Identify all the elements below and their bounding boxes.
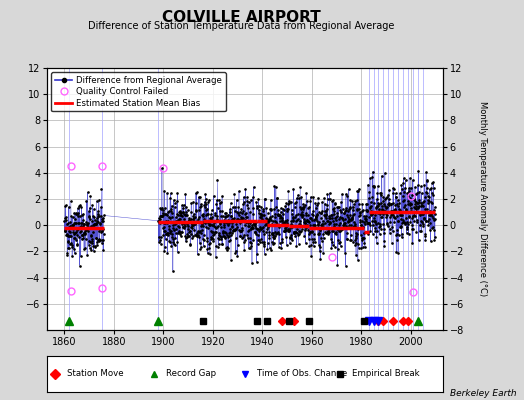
Text: Difference of Station Temperature Data from Regional Average: Difference of Station Temperature Data f… <box>88 21 394 31</box>
Text: Empirical Break: Empirical Break <box>352 370 419 378</box>
Text: COLVILLE AIRPORT: COLVILLE AIRPORT <box>162 10 320 25</box>
Text: Station Move: Station Move <box>67 370 124 378</box>
Text: Record Gap: Record Gap <box>166 370 216 378</box>
Legend: Difference from Regional Average, Quality Control Failed, Estimated Station Mean: Difference from Regional Average, Qualit… <box>51 72 226 111</box>
Text: Berkeley Earth: Berkeley Earth <box>450 389 516 398</box>
Y-axis label: Monthly Temperature Anomaly Difference (°C): Monthly Temperature Anomaly Difference (… <box>478 102 487 296</box>
Text: Time of Obs. Change: Time of Obs. Change <box>257 370 347 378</box>
